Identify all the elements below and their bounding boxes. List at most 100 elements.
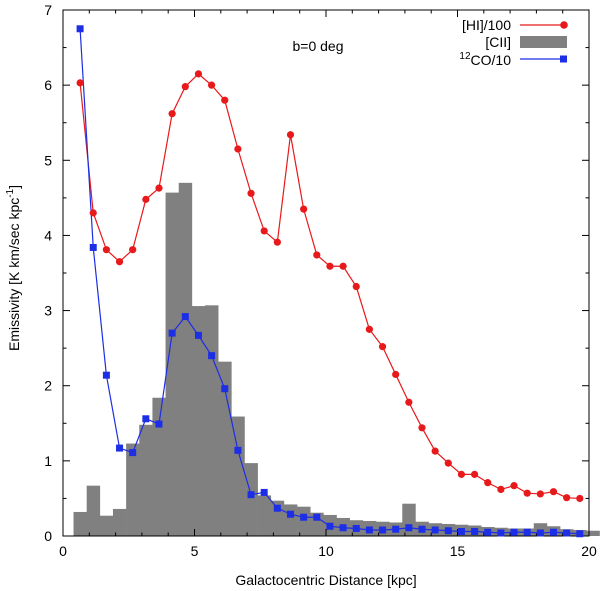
hi-point-21 [352,282,360,291]
hi-point-23 [378,343,387,351]
cii-bar-5 [139,424,153,536]
y-tick-label-5: 5 [44,152,52,168]
cii-bar-0 [73,511,87,536]
cii-bar-6 [152,397,166,536]
hi-point-7 [168,110,176,118]
cii-bar-17 [297,506,311,536]
legend-marker-co [560,55,567,63]
co-point-9 [194,331,202,339]
cii-bar-4 [126,443,140,536]
hi-point-37 [563,494,571,502]
hi-point-6 [155,184,163,192]
co-point-32 [497,529,505,537]
cii-bar-9 [191,306,206,536]
y-tick-label-7: 7 [44,2,52,18]
legend-swatch-cii [520,36,567,48]
y-tick-label-4: 4 [44,227,52,243]
cii-bar-10 [205,305,219,536]
hi-point-9 [194,70,203,78]
co-point-1 [89,243,97,251]
x-tick-label-0: 0 [59,543,67,559]
co-point-30 [471,527,479,535]
hi-point-28 [444,459,452,467]
cii-bar-8 [178,182,193,537]
y-axis-title-main: Emissivity [K km/sec kpc [6,198,22,351]
hi-point-22 [365,325,373,333]
co-point-26 [418,525,426,533]
co-point-31 [484,528,492,536]
legend-marker-hi [560,21,568,29]
y-tick-label-0: 0 [44,528,52,544]
annotation-b-0-deg: b=0 deg [293,38,344,54]
x-tick-label-15: 15 [450,543,466,559]
co-point-37 [563,529,571,537]
hi-point-32 [497,485,505,494]
legend-label-cii: [CII] [485,34,511,50]
legend-label-hi: [HI]/100 [462,17,511,33]
hi-point-11 [221,96,229,104]
co-point-17 [300,513,308,521]
cii-bar-14 [257,495,272,536]
hi-point-25 [405,398,413,406]
legend-label-co-sup: 12 [459,51,471,62]
hi-point-20 [339,262,347,270]
co-point-6 [155,420,163,428]
hi-point-27 [431,447,439,455]
cii-bar-7 [165,192,180,536]
co-point-22 [365,526,373,534]
co-point-20 [339,524,347,532]
hi-point-36 [549,488,558,496]
hi-point-17 [300,205,308,213]
co-point-11 [221,385,229,393]
hi-point-12 [234,145,242,153]
cii-bar-12 [231,416,245,536]
co-point-21 [352,524,360,532]
hi-point-31 [484,479,492,487]
y-tick-label-6: 6 [44,77,52,93]
hi-point-5 [142,195,150,203]
x-axis-title: Galactocentric Distance [kpc] [235,572,416,588]
co-point-24 [392,525,400,533]
co-point-36 [549,528,557,536]
legend-label-co-main: CO/10 [471,52,512,68]
cii-histogram [73,182,600,537]
cii-bar-2 [99,515,114,536]
co-point-28 [444,527,452,535]
hi-point-35 [536,490,544,498]
co-point-23 [379,526,387,534]
co-point-12 [234,446,242,454]
hi-point-1 [89,209,97,217]
legend: [HI]/100 [CII] 12CO/10 [459,17,568,68]
co-point-10 [208,352,216,360]
hi-point-8 [181,83,189,91]
co-point-16 [286,510,294,518]
hi-point-14 [260,227,268,235]
hi-point-38 [576,494,584,503]
hi-point-16 [286,131,295,139]
hi-point-18 [313,251,321,259]
co-point-18 [313,513,321,521]
co-point-7 [168,329,176,337]
co-point-19 [326,522,334,530]
co-point-27 [431,526,439,534]
hi-point-33 [510,482,518,490]
co-point-29 [457,527,465,535]
hi-point-13 [247,189,255,197]
co-point-3 [116,444,124,452]
series-markers [76,25,584,538]
co-point-34 [523,528,531,536]
x-tick-label-5: 5 [191,543,199,559]
cii-bar-16 [283,504,298,536]
y-axis-title-close: ] [6,185,22,189]
plot-frame [62,9,590,537]
hi-point-3 [115,258,124,266]
y-tick-label-3: 3 [44,303,52,319]
legend-label-co: 12CO/10 [459,51,511,68]
co-point-5 [142,415,150,423]
co-point-4 [129,449,137,457]
hi-point-24 [392,370,400,379]
hi-point-34 [523,489,531,497]
co-point-38 [576,530,584,538]
hi-point-10 [207,81,216,89]
